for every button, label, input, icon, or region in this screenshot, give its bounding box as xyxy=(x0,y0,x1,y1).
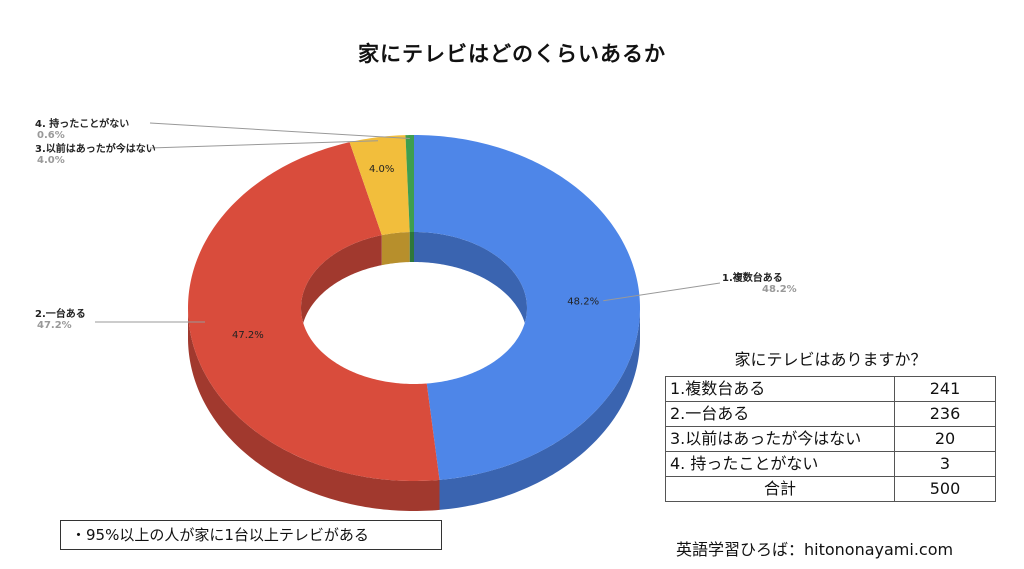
slice-inner-wall xyxy=(381,232,410,266)
table-cell-label: 3.以前はあったが今はない xyxy=(665,426,895,452)
leader-line xyxy=(149,122,410,139)
table-total-value: 500 xyxy=(894,476,996,502)
slice-value-label: 47.2% xyxy=(232,330,264,341)
leader-line xyxy=(603,282,721,302)
data-labels: 48.2%1.複数台ある48.2%47.2%2.一台ある47.2%4.0%3.以… xyxy=(35,117,797,341)
leader-line xyxy=(149,140,379,149)
table-cell-label: 4. 持ったことがない xyxy=(665,451,895,477)
table-caption: 家にテレビはありますか？ xyxy=(734,350,927,369)
slice-category-label: 4. 持ったことがない xyxy=(35,117,129,130)
table-row: 1.複数台ある 241 xyxy=(665,376,996,402)
table-cell-value: 241 xyxy=(894,376,996,402)
table-cell-label: 2.一台ある xyxy=(665,401,895,427)
slice-percent-label: 0.6% xyxy=(37,130,65,141)
slice-category-label: 2.一台ある xyxy=(35,307,86,320)
slice-category-label: 3.以前はあったが今はない xyxy=(35,142,156,155)
slice-1 xyxy=(414,135,640,480)
slice-value-label: 48.2% xyxy=(567,297,599,308)
slice-percent-label: 4.0% xyxy=(37,155,65,166)
slice-2 xyxy=(188,142,440,481)
slice-outer-wall xyxy=(188,308,440,511)
slice-percent-label: 48.2% xyxy=(762,284,797,295)
table-total-row: 合計 500 xyxy=(665,476,996,502)
slice-category-label: 1.複数台ある xyxy=(722,271,783,284)
table-cell-value: 20 xyxy=(894,426,996,452)
slice-value-label: 4.0% xyxy=(369,164,394,175)
table-cell-value: 236 xyxy=(894,401,996,427)
donut-top xyxy=(188,135,640,481)
slice-outer-wall xyxy=(439,308,640,510)
slice-3 xyxy=(349,135,410,236)
table-row: 2.一台ある 236 xyxy=(665,401,996,427)
slice-percent-label: 47.2% xyxy=(37,320,72,331)
slice-inner-wall xyxy=(414,232,527,338)
slice-inner-wall xyxy=(409,232,414,263)
table-row: 3.以前はあったが今はない 20 xyxy=(665,426,996,452)
note-box: ・95%以上の人が家に1台以上テレビがある xyxy=(60,520,442,550)
site-credit: 英語学習ひろば：hitononayami.com xyxy=(676,540,954,559)
slice-4 xyxy=(405,135,414,233)
table-total-label: 合計 xyxy=(665,476,895,502)
table-cell-value: 3 xyxy=(894,451,996,477)
slice-inner-wall xyxy=(301,235,382,338)
table-row: 4. 持ったことがない 3 xyxy=(665,451,996,477)
summary-table: 家にテレビはありますか？ 1.複数台ある 241 2.一台ある 236 3.以前… xyxy=(665,346,996,502)
chart-title: 家にテレビはどのくらいあるか xyxy=(358,42,666,66)
table-cell-label: 1.複数台ある xyxy=(665,376,895,402)
